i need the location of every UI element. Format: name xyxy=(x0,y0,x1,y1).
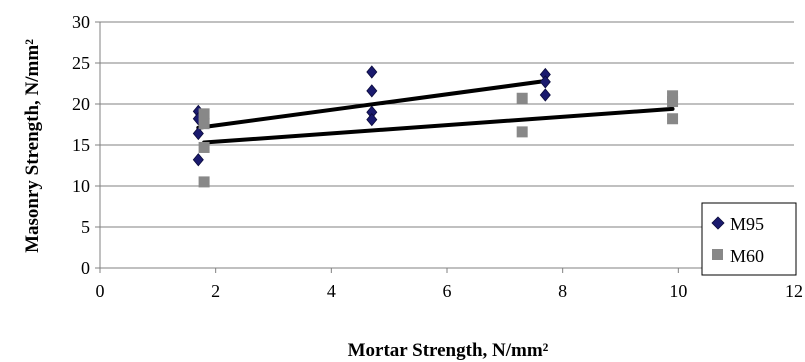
data-points xyxy=(192,65,679,188)
point-m60-4 xyxy=(516,92,528,104)
point-m95-5 xyxy=(366,84,378,98)
point-m95-3 xyxy=(192,153,204,167)
x-tick-label-1: 2 xyxy=(211,281,220,301)
x-tick-label-2: 4 xyxy=(327,281,336,301)
point-m95-7 xyxy=(366,112,378,127)
y-tick-label-4: 20 xyxy=(72,94,90,114)
point-m60-7 xyxy=(667,96,679,108)
point-m60-2 xyxy=(198,141,210,153)
point-m60-1 xyxy=(198,118,210,130)
y-tick-label-1: 5 xyxy=(81,217,90,237)
axes xyxy=(95,21,795,273)
gridlines xyxy=(100,21,794,228)
trendlines xyxy=(196,79,675,145)
trendline-m95 xyxy=(196,79,548,130)
legend-label-m95: M95 xyxy=(730,214,764,234)
point-m60-8 xyxy=(667,113,679,125)
x-tick-label-6: 12 xyxy=(785,281,803,301)
point-m95-2 xyxy=(192,126,204,141)
point-m60-6 xyxy=(667,90,679,102)
legend-box xyxy=(701,202,797,276)
y-axis-label: Masonry Strength, N/mm² xyxy=(22,39,43,253)
trendline-m60 xyxy=(202,106,675,145)
legend-label-m60: M60 xyxy=(730,246,764,266)
y-tick-label-3: 15 xyxy=(72,135,90,155)
x-tick-label-0: 0 xyxy=(96,281,105,301)
point-m60-0 xyxy=(198,108,210,120)
legend: M95 M60 xyxy=(701,202,797,276)
x-axis-label: Mortar Strength, N/mm² xyxy=(348,340,549,361)
x-tick-labels: 0 2 4 6 8 10 12 xyxy=(96,281,804,301)
legend-marker-m95 xyxy=(711,216,725,230)
y-tick-label-2: 10 xyxy=(72,176,90,196)
point-m60-3 xyxy=(198,176,210,188)
y-tick-label-6: 30 xyxy=(72,12,90,32)
x-tick-label-5: 10 xyxy=(669,281,687,301)
point-m95-4 xyxy=(366,65,378,79)
x-tick-label-3: 6 xyxy=(443,281,452,301)
point-m95-9 xyxy=(539,75,551,89)
legend-marker-m60 xyxy=(712,249,723,260)
y-tick-labels: 0 5 10 15 20 25 30 xyxy=(72,12,90,278)
point-m60-5 xyxy=(516,126,528,138)
x-tick-label-4: 8 xyxy=(558,281,567,301)
point-m95-10 xyxy=(539,88,551,102)
y-tick-label-0: 0 xyxy=(81,258,90,278)
y-tick-label-5: 25 xyxy=(72,53,90,73)
